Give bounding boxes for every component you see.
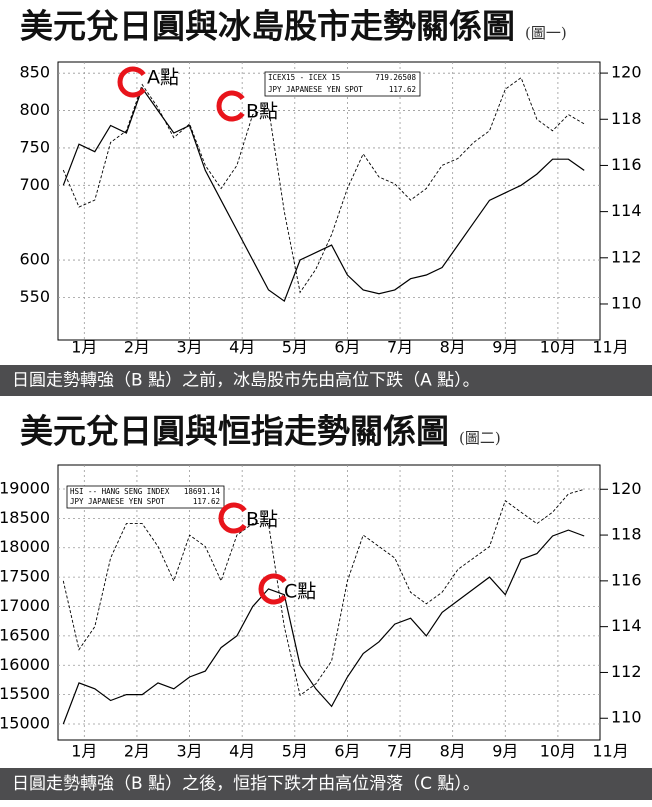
chart-title: 美元兌日圓與恒指走勢關係圖: [20, 412, 449, 451]
series-line: [62, 488, 585, 697]
y2-tick-label: 120: [611, 479, 642, 498]
x-tick-label: 7月: [387, 742, 413, 761]
series-line: [62, 529, 585, 725]
annotation-circle: [218, 502, 247, 534]
x-tick-label: 7月: [387, 338, 413, 357]
x-tick-label: 10月: [540, 742, 576, 761]
x-tick-label: 8月: [440, 338, 466, 357]
legend-label: JPY JAPANESE YEN SPOT: [268, 85, 363, 94]
annotation-label: C點: [284, 581, 316, 603]
x-tick-label: 11月: [592, 338, 628, 357]
plot-area: [57, 61, 601, 341]
legend-value: 117.62: [193, 497, 220, 506]
chart-title: 美元兌日圓與冰島股市走勢關係圖: [20, 7, 515, 46]
figure-label: (圖二): [459, 429, 501, 447]
x-tick-label: 10月: [540, 338, 576, 357]
y2-tick-label: 116: [611, 155, 642, 174]
y2-tick-label: 110: [611, 293, 642, 312]
caption: 日圓走勢轉強（B 點）之前，冰島股市先由高位下跌（A 點）。: [12, 371, 480, 391]
y2-tick-label: 110: [611, 708, 642, 727]
y-tick-label: 16500: [0, 625, 50, 644]
annotation-label: A點: [147, 67, 179, 89]
y2-tick-label: 114: [611, 201, 642, 220]
x-tick-label: 4月: [229, 338, 255, 357]
y-tick-label: 18000: [0, 537, 50, 556]
y2-tick-label: 112: [611, 662, 642, 681]
annotation-label: B點: [246, 509, 278, 531]
annotation-circle: [258, 573, 287, 605]
x-tick-label: 3月: [176, 742, 202, 761]
x-tick-label: 9月: [492, 742, 518, 761]
y-tick-label: 19000: [0, 478, 50, 497]
y2-tick-label: 116: [611, 570, 642, 589]
x-tick-label: 5月: [282, 338, 308, 357]
x-tick-label: 8月: [440, 742, 466, 761]
figure-label: (圖一): [525, 24, 567, 42]
y2-tick-label: 114: [611, 616, 642, 635]
x-tick-label: 1月: [71, 742, 97, 761]
y2-tick-label: 112: [611, 247, 642, 266]
caption-bar: [0, 768, 652, 800]
caption: 日圓走勢轉強（B 點）之後，恒指下跌才由高位滑落（C 點）。: [12, 774, 480, 794]
x-tick-label: 9月: [492, 338, 518, 357]
series-line: [62, 76, 585, 294]
legend-label: JPY JAPANESE YEN SPOT: [70, 497, 165, 506]
x-tick-label: 4月: [229, 742, 255, 761]
y-tick-label: 600: [19, 250, 50, 269]
x-tick-label: 11月: [592, 742, 628, 761]
legend-box: [66, 485, 225, 509]
x-tick-label: 2月: [124, 338, 150, 357]
y-tick-label: 850: [19, 63, 50, 82]
y-tick-label: 16000: [0, 655, 50, 674]
y-tick-label: 800: [19, 100, 50, 119]
y-tick-label: 550: [19, 287, 50, 306]
x-tick-label: 5月: [282, 742, 308, 761]
y-tick-label: 700: [19, 175, 50, 194]
legend-label: ICEX15 - ICEX 15: [268, 73, 340, 82]
annotation-circle: [117, 66, 146, 98]
y-tick-label: 17500: [0, 567, 50, 586]
x-tick-label: 3月: [176, 338, 202, 357]
annotation-label: B點: [246, 101, 278, 123]
y2-tick-label: 118: [611, 109, 642, 128]
y-tick-label: 18500: [0, 508, 50, 527]
y-tick-label: 15500: [0, 684, 50, 703]
caption-bar: [0, 365, 652, 396]
annotation-circle: [216, 90, 245, 122]
legend-box: [264, 71, 421, 97]
legend-label: HSI -- HANG SENG INDEX: [70, 487, 170, 496]
x-tick-label: 6月: [334, 742, 360, 761]
y-tick-label: 750: [19, 137, 50, 156]
x-tick-label: 6月: [334, 338, 360, 357]
y2-tick-label: 118: [611, 525, 642, 544]
plot-area: [57, 464, 601, 741]
legend-value: 18691.14: [184, 487, 221, 496]
x-tick-label: 2月: [124, 742, 150, 761]
series-line: [62, 86, 585, 303]
legend-value: 117.62: [389, 85, 416, 94]
legend-value: 719.26508: [375, 73, 416, 82]
y-tick-label: 15000: [0, 714, 50, 733]
y-tick-label: 17000: [0, 596, 50, 615]
y2-tick-label: 120: [611, 63, 642, 82]
x-tick-label: 1月: [71, 338, 97, 357]
